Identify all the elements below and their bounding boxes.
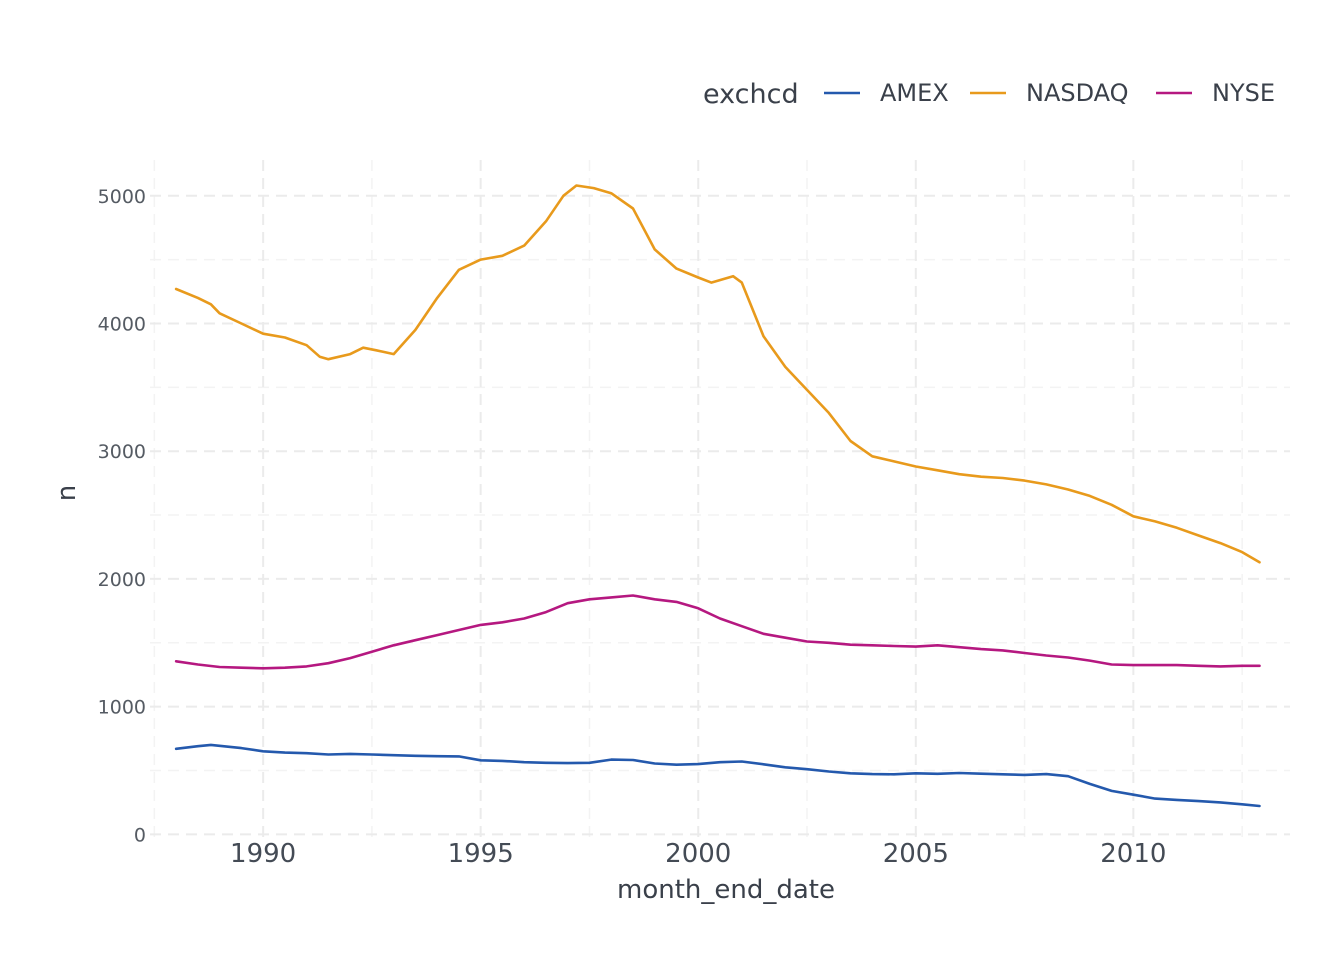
legend: exchcd AMEX NASDAQ NYSE [703,79,1275,110]
x-tick-label: 2005 [883,839,949,869]
legend-items: AMEX NASDAQ NYSE [824,79,1275,107]
x-tick-label: 2000 [665,839,731,869]
x-axis-title: month_end_date [617,875,835,905]
y-tick-label: 5000 [98,186,146,208]
y-tick-label: 1000 [98,697,146,719]
minor-gridlines-y [150,258,1290,772]
x-tick-label: 1990 [230,839,296,869]
x-axis-ticks: 1990 1995 2000 2005 2010 [230,839,1166,869]
y-tick-label: 4000 [98,313,146,335]
y-tick-label: 2000 [98,569,146,591]
y-axis-title: n [52,485,82,501]
x-tick-label: 2010 [1100,839,1166,869]
legend-label-nyse: NYSE [1212,79,1275,107]
y-axis-ticks: 0 1000 2000 3000 4000 5000 [98,186,146,847]
y-tick-label: 0 [134,824,146,846]
series-line-nasdaq [174,184,1261,564]
legend-label-nasdaq: NASDAQ [1026,79,1129,107]
series-lines [174,184,1261,808]
series-line-nyse [174,594,1261,670]
legend-label-amex: AMEX [880,79,949,107]
minor-gridlines-x [153,160,1243,842]
x-tick-label: 1995 [448,839,514,869]
legend-title: exchcd [703,79,799,110]
y-tick-label: 3000 [98,441,146,463]
series-line-amex [174,743,1261,808]
major-gridlines-x [262,160,1135,842]
major-gridlines-y [150,194,1290,836]
